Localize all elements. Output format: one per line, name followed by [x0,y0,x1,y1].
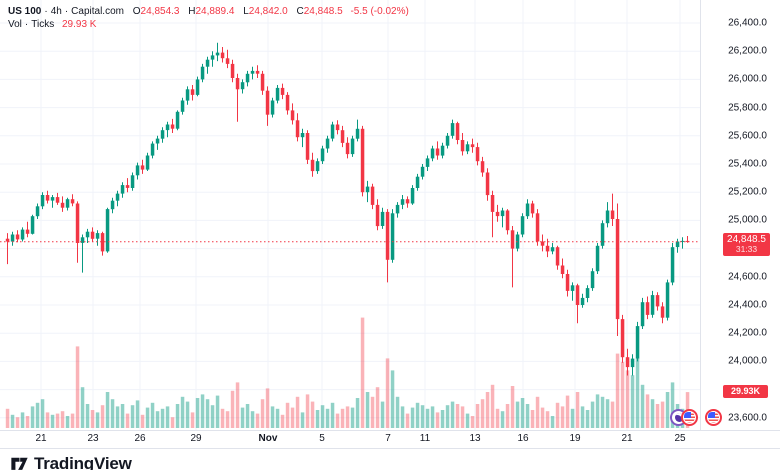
time-axis-label: 5 [319,433,325,444]
candles [5,42,690,376]
time-axis-label: 23 [87,433,99,444]
interval-label[interactable]: 4h [50,6,62,17]
price-axis-label: 25,200.0 [728,186,767,198]
time-axis-label: 26 [134,433,146,444]
time-axis-label: 11 [419,433,431,444]
price-axis-label: 26,000.0 [728,73,767,85]
volume-source-label: Ticks [31,19,55,30]
price-axis-label: 23,600.0 [728,412,767,424]
price-axis-label: 24,600.0 [728,271,767,283]
separator-dot: · [24,19,29,30]
time-axis-label: 21 [621,433,633,444]
ohlc-high: H24,889.4 [188,6,235,17]
chart-canvas[interactable] [0,0,700,430]
time-axis-label: 19 [569,433,581,444]
chart-legend[interactable]: US 100 · 4h · Capital.com O24,854.3 H24,889.… [8,5,409,31]
price-axis-label: 25,800.0 [728,102,767,114]
price-axis-label: 24,200.0 [728,327,767,339]
bar-countdown: 31:33 [735,243,758,254]
price-axis-label: 25,400.0 [728,158,767,170]
economic-event-icon[interactable] [704,408,722,426]
price-axis-label: 25,600.0 [728,130,767,142]
separator-dot: · [64,6,69,17]
price-axis-label: 26,400.0 [728,17,767,29]
time-axis-label: 25 [674,433,686,444]
tradingview-wordmark: TradingView [34,454,132,470]
time-axis[interactable]: 21 23 26 29 Nov 5 7 11 13 16 19 21 25 [0,431,780,447]
price-axis-label: 25,000.0 [728,214,767,226]
footer-bar: TradingView [0,448,780,470]
data-source-label[interactable]: Capital.com [71,6,124,17]
legend-volume-row: Vol · Ticks 29.93 K [8,18,409,31]
tradingview-logo[interactable]: TradingView [10,454,132,470]
price-axis-label: 24,000.0 [728,355,767,367]
volume-bars [5,317,690,428]
separator-dot: · [44,6,48,17]
volume-indicator-label[interactable]: Vol [8,19,22,30]
legend-symbol-row: US 100 · 4h · Capital.com O24,854.3 H24,889.… [8,5,409,18]
time-axis-label: 13 [469,433,481,444]
symbol-name[interactable]: US 100 [8,6,42,17]
price-axis-label: 26,200.0 [728,45,767,57]
volume-axis-badge: 29.93K [723,385,768,399]
time-axis-label: 29 [190,433,202,444]
last-price-badge: 24,848.5 31:33 [723,232,770,256]
change-value: -5.5 (-0.02%) [350,6,409,17]
last-price-value: 24,848.5 [727,233,766,245]
ohlc-low: L24,842.0 [243,6,288,17]
grid-lines [0,0,700,430]
time-axis-label: 21 [35,433,47,444]
volume-value: 29.93 K [62,19,97,30]
price-chart-pane[interactable]: US 100 · 4h · Capital.com O24,854.3 H24,889.… [0,0,722,431]
time-axis-label: 16 [517,433,529,444]
economic-event-icon[interactable] [680,408,698,426]
time-axis-label: 7 [385,433,391,444]
price-axis-label: 24,400.0 [728,299,767,311]
time-axis-label: Nov [258,433,278,444]
price-axis[interactable]: 24,848.5 31:33 29.93K 26,400.0 26,200.0 26… [701,0,780,431]
ohlc-open: O24,854.3 [132,6,180,17]
tradingview-mark-icon [11,457,28,470]
ohlc-close: C24,848.5 [296,6,343,17]
